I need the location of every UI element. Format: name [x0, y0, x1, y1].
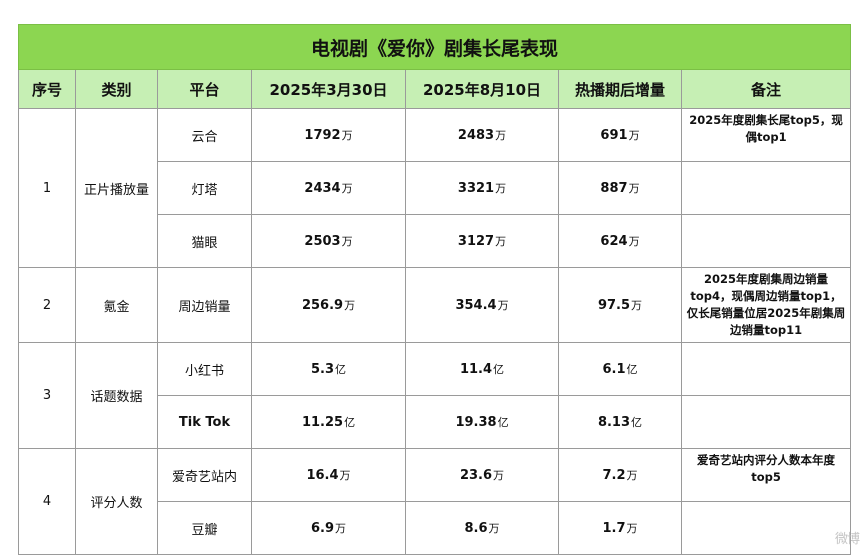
- header-platform: 平台: [157, 69, 252, 109]
- platform-cell: 周边销量: [157, 267, 252, 343]
- value-increase: 8.13亿: [558, 395, 682, 449]
- value-date2: 11.4亿: [405, 342, 559, 396]
- value-date1: 2503万: [251, 214, 406, 268]
- table-row: 2 氪金 周边销量 256.9万 354.4万 97.5万 2025年度剧集周边…: [18, 267, 852, 343]
- value-increase: 97.5万: [558, 267, 682, 343]
- note-cell: [680, 214, 852, 268]
- value-increase: 6.1亿: [558, 342, 682, 396]
- group-category: 评分人数: [75, 448, 158, 555]
- platform-cell: Tik Tok: [157, 395, 252, 449]
- platform-cell: 爱奇艺站内: [157, 448, 252, 502]
- platform-cell: 云合: [157, 108, 252, 162]
- value-date2: 2483万: [405, 108, 559, 162]
- header-date1: 2025年3月30日: [251, 69, 406, 109]
- group-category: 氪金: [75, 267, 158, 343]
- table-title: 电视剧《爱你》剧集长尾表现: [17, 24, 852, 70]
- table-row: 3 话题数据 小红书 5.3亿 11.4亿 6.1亿: [18, 342, 852, 449]
- long-tail-table: 电视剧《爱你》剧集长尾表现 序号 类别 平台 2025年3月30日 2025年8…: [17, 24, 852, 555]
- value-increase: 1.7万: [558, 501, 682, 555]
- note-cell: [680, 501, 852, 555]
- note-cell: 2025年度剧集周边销量top4，现偶周边销量top1，仅长尾销量位居2025年…: [680, 267, 852, 343]
- table-row: 4 评分人数 爱奇艺站内 16.4万 23.6万 7.2万 爱奇艺站内评分人数本…: [18, 448, 852, 555]
- note-cell: [680, 395, 852, 449]
- table-row: 灯塔 2434万 3321万 887万: [19, 161, 852, 215]
- value-increase: 624万: [558, 214, 682, 268]
- value-increase: 887万: [558, 161, 682, 215]
- group-no: 2: [18, 267, 76, 343]
- table-row: Tik Tok 11.25亿 19.38亿 8.13亿: [19, 395, 852, 449]
- value-date1: 5.3亿: [251, 342, 406, 396]
- group-no: 1: [18, 108, 76, 268]
- platform-cell: 豆瓣: [157, 501, 252, 555]
- value-date1: 256.9万: [251, 267, 406, 343]
- platform-cell: 猫眼: [157, 214, 252, 268]
- group-category: 话题数据: [75, 342, 158, 449]
- table-row: 1 正片播放量 云合 1792万 2483万 691万 2025年度剧集长尾to…: [18, 108, 852, 268]
- value-increase: 691万: [558, 108, 682, 162]
- header-no: 序号: [18, 69, 76, 109]
- note-cell: [680, 161, 852, 215]
- watermark: 微博: [834, 532, 860, 547]
- value-date2: 8.6万: [405, 501, 559, 555]
- note-cell: 2025年度剧集长尾top5，现偶top1: [680, 108, 852, 162]
- note-cell: [680, 342, 852, 396]
- value-date2: 19.38亿: [405, 395, 559, 449]
- table-row: 猫眼 2503万 3127万 624万: [19, 214, 852, 268]
- value-date1: 1792万: [251, 108, 406, 162]
- platform-cell: 灯塔: [157, 161, 252, 215]
- header-note: 备注: [680, 69, 852, 109]
- value-date2: 3127万: [405, 214, 559, 268]
- value-date2: 23.6万: [405, 448, 559, 502]
- value-date2: 354.4万: [405, 267, 559, 343]
- value-date1: 6.9万: [251, 501, 406, 555]
- group-category: 正片播放量: [75, 108, 158, 268]
- header-increase: 热播期后增量: [558, 69, 682, 109]
- header-category: 类别: [75, 69, 158, 109]
- header-date2: 2025年8月10日: [405, 69, 559, 109]
- platform-cell: 小红书: [157, 342, 252, 396]
- value-date1: 11.25亿: [251, 395, 406, 449]
- table-wrapper: 电视剧《爱你》剧集长尾表现 序号 类别 平台 2025年3月30日 2025年8…: [17, 24, 852, 555]
- value-date1: 16.4万: [251, 448, 406, 502]
- note-cell: 爱奇艺站内评分人数本年度top5: [680, 448, 852, 502]
- value-increase: 7.2万: [558, 448, 682, 502]
- group-no: 4: [18, 448, 76, 555]
- group-no: 3: [18, 342, 76, 449]
- value-date2: 3321万: [405, 161, 559, 215]
- value-date1: 2434万: [251, 161, 406, 215]
